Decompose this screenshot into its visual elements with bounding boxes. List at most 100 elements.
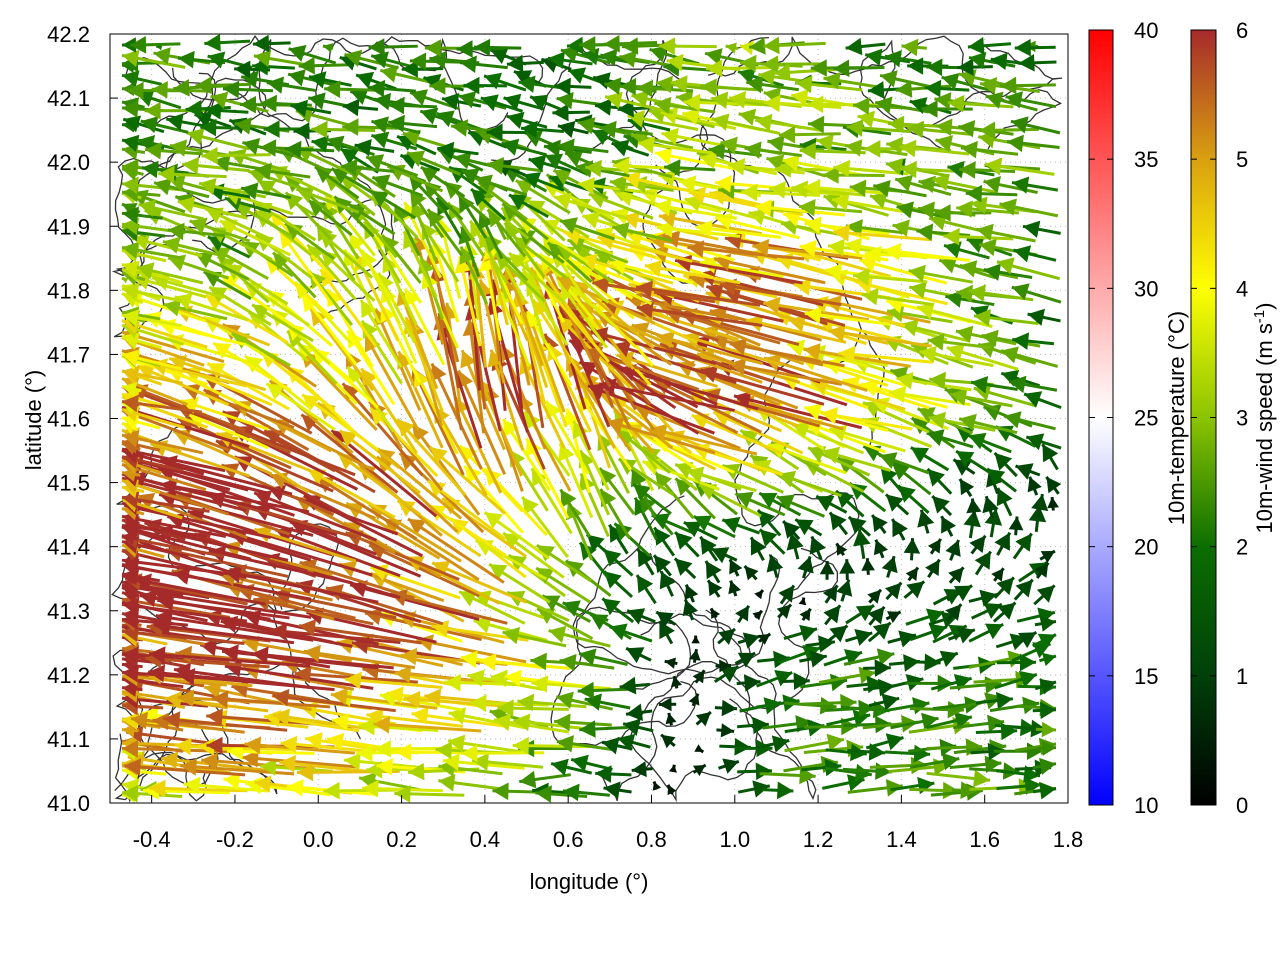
wind-vector [674, 531, 700, 558]
vector-arrowhead [362, 779, 379, 798]
wind-vector [778, 584, 796, 605]
vector-arrowhead [602, 737, 620, 755]
vector-shaft [437, 312, 463, 431]
vector-arrowhead [1015, 579, 1033, 598]
wind-vector [300, 293, 358, 366]
wind-vector [897, 484, 930, 515]
vector-arrowhead [734, 738, 751, 756]
vector-arrowhead [820, 407, 839, 425]
wind-vector [622, 718, 654, 736]
wind-vector [252, 34, 291, 53]
vector-arrowhead [729, 559, 743, 575]
vector-shaft [130, 385, 246, 432]
vector-shaft [148, 652, 311, 668]
wind-vector [231, 332, 291, 367]
vector-arrowhead [1041, 721, 1056, 738]
wind-vector [706, 579, 723, 598]
wind-vector [664, 657, 678, 669]
vector-arrowhead [484, 512, 503, 529]
vector-arrowhead [953, 585, 973, 602]
vector-arrowhead [126, 725, 144, 743]
vector-shaft [150, 361, 247, 388]
vector-arrowhead [472, 753, 489, 771]
vector-arrowhead [692, 670, 705, 684]
wind-vector [438, 774, 504, 792]
vector-arrowhead [339, 430, 358, 448]
wind-vector [121, 332, 163, 350]
wind-vector [919, 345, 994, 368]
vector-arrowhead [776, 494, 795, 511]
vector-arrowhead [956, 451, 975, 468]
vector-shaft [567, 284, 635, 371]
vector-shaft [203, 685, 312, 712]
wind-vector [1032, 782, 1057, 800]
vector-arrowhead [917, 407, 936, 424]
vector-arrowhead [272, 688, 290, 707]
colorbar-tick-label: 10 [1134, 793, 1158, 818]
wind-vector [609, 623, 653, 643]
vector-arrowhead [650, 423, 668, 441]
vector-arrowhead [1022, 696, 1040, 715]
wind-vector [763, 36, 826, 55]
vector-arrowhead [659, 621, 675, 640]
vector-arrowhead [858, 666, 876, 684]
vector-arrowhead [996, 691, 1013, 710]
vector-shaft [712, 410, 804, 455]
vector-shaft [121, 409, 229, 452]
wind-vector [758, 632, 772, 645]
vector-arrowhead [879, 452, 898, 469]
vector-shaft [411, 423, 481, 516]
colorbar-tick-label: 20 [1134, 535, 1158, 560]
vector-arrowhead [829, 625, 848, 643]
vector-shaft [241, 755, 357, 769]
vector-arrowhead [1024, 777, 1042, 795]
vector-arrowhead [854, 763, 872, 782]
vector-shaft [172, 429, 273, 476]
vector-shaft [699, 368, 825, 406]
vector-arrowhead [560, 283, 577, 302]
vector-arrowhead [444, 673, 461, 692]
wind-vector [211, 690, 331, 709]
vector-arrowhead [737, 652, 756, 668]
vector-arrowhead [603, 781, 621, 799]
wind-vector [953, 714, 1005, 733]
wind-vector [407, 517, 505, 584]
vector-arrowhead [864, 140, 881, 158]
vector-arrowhead [941, 516, 956, 534]
wind-vector [838, 345, 933, 364]
vector-arrowhead [1027, 476, 1042, 493]
vector-arrowhead [661, 734, 676, 749]
vector-shaft [736, 398, 844, 431]
wind-vector [584, 693, 631, 711]
wind-vector [926, 429, 974, 449]
wind-vector [554, 713, 612, 732]
x-tick-label: -0.2 [216, 827, 254, 852]
wind-vector [733, 391, 863, 430]
wind-vector [835, 542, 848, 556]
wind-vector [695, 710, 712, 727]
vector-arrowhead [619, 676, 637, 695]
wind-vector [1034, 615, 1057, 632]
wind-vector [839, 559, 856, 581]
vector-arrowhead [554, 713, 571, 732]
y-tick-label: 42.2 [47, 22, 90, 47]
vector-arrowhead [872, 622, 891, 640]
wind-vector [296, 763, 400, 782]
wind-vector [691, 635, 700, 644]
vector-arrowhead [122, 553, 139, 571]
vector-arrowhead [752, 780, 770, 798]
wind-vector [994, 531, 1012, 556]
vector-arrowhead [942, 752, 960, 771]
wind-vector [982, 495, 999, 519]
wind-vector [653, 526, 676, 557]
vector-arrowhead [522, 497, 539, 515]
vector-arrowhead [845, 37, 863, 56]
vector-arrowhead [122, 382, 138, 397]
vector-arrowhead [774, 670, 793, 687]
vector-arrowhead [743, 674, 761, 692]
wind-vector [867, 605, 886, 626]
wind-vector [970, 376, 1018, 394]
wind-vector [665, 712, 677, 726]
vector-arrowhead [783, 521, 801, 539]
wind-vector [903, 538, 921, 561]
